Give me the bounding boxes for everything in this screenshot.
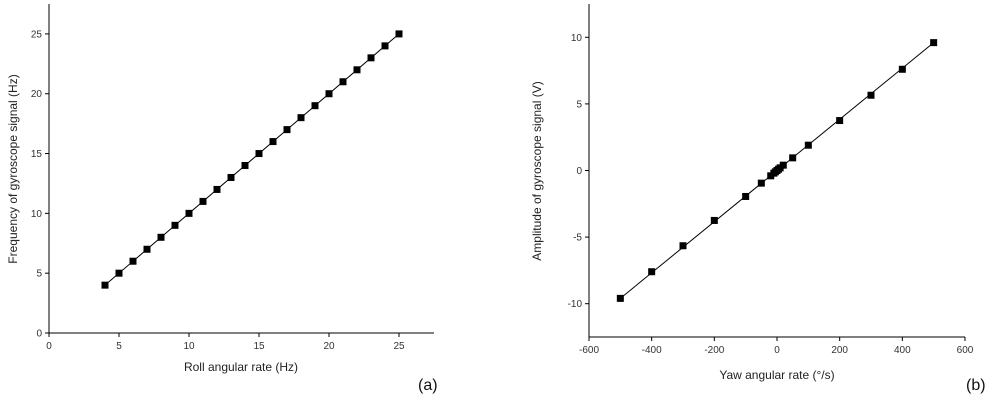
panel-a-y-axis-label: Frequency of gyroscope signal (Hz)	[6, 74, 20, 263]
data-point	[185, 209, 193, 217]
fit-line	[104, 33, 400, 286]
data-point	[129, 257, 137, 265]
panel-a: 0 5 10 15 20 25 0 5 10 15 20 25 Roll angular rate …	[6, 4, 438, 394]
data-point	[779, 161, 787, 169]
data-point	[325, 90, 333, 98]
y-tick-label: 20	[31, 89, 43, 100]
x-tick-label: 200	[831, 345, 848, 356]
data-point	[199, 197, 207, 205]
y-tick-label: 15	[31, 149, 43, 160]
data-point	[157, 233, 165, 241]
data-point	[227, 173, 235, 181]
panel-b: -600 -400 -200 0 200 400 600 -10 -5 0 5 10 Yaw ang…	[530, 4, 986, 394]
data-point	[381, 42, 389, 50]
panel-b-points	[616, 39, 938, 302]
data-point	[241, 162, 249, 170]
data-point	[255, 150, 263, 158]
panel-b-y-ticks: -10 -5 0 5 10	[568, 33, 589, 310]
data-point	[171, 221, 179, 229]
data-point	[143, 245, 151, 253]
x-tick-label: 10	[183, 341, 195, 352]
panel-b-x-axis-label: Yaw angular rate (°/s)	[719, 368, 834, 382]
data-point	[269, 138, 277, 146]
y-tick-label: 5	[36, 269, 42, 280]
data-point	[648, 268, 656, 276]
data-point	[804, 141, 812, 149]
y-tick-label: 10	[31, 209, 43, 220]
data-point	[679, 242, 687, 250]
x-tick-label: 20	[323, 341, 335, 352]
x-tick-label: 400	[894, 345, 911, 356]
x-tick-label: 600	[957, 345, 974, 356]
data-point	[283, 126, 291, 134]
x-tick-label: -600	[579, 345, 599, 356]
data-point	[789, 154, 797, 162]
data-point	[297, 114, 305, 122]
panel-a-points	[101, 30, 403, 289]
y-tick-label: 0	[36, 329, 42, 340]
panel-a-x-ticks: 0 5 10 15 20 25	[46, 333, 405, 352]
y-tick-label: 5	[576, 99, 582, 110]
x-tick-label: 0	[774, 345, 780, 356]
y-tick-label: 10	[571, 33, 583, 44]
data-point	[213, 185, 221, 193]
data-point	[339, 78, 347, 86]
data-point	[898, 65, 906, 73]
x-tick-label: 25	[393, 341, 405, 352]
data-point	[115, 269, 123, 277]
x-tick-label: -400	[642, 345, 662, 356]
x-tick-label: 15	[253, 341, 265, 352]
panel-a-label: (a)	[418, 377, 438, 394]
y-tick-label: 0	[576, 166, 582, 177]
x-tick-label: 5	[116, 341, 122, 352]
data-point	[930, 39, 938, 47]
data-point	[742, 192, 750, 200]
y-tick-label: -5	[573, 233, 582, 244]
data-point	[311, 102, 319, 110]
data-point	[836, 117, 844, 125]
x-tick-label: 0	[46, 341, 52, 352]
panel-b-y-axis-label: Amplitude of gyroscope signal (V)	[530, 81, 544, 260]
y-tick-label: -10	[568, 299, 583, 310]
data-point	[757, 179, 765, 187]
data-point	[710, 216, 718, 224]
data-point	[101, 281, 109, 289]
panel-b-label: (b)	[966, 377, 986, 394]
y-tick-label: 25	[31, 29, 43, 40]
panel-b-x-ticks: -600 -400 -200 0 200 400 600	[579, 337, 974, 356]
panel-a-y-ticks: 0 5 10 15 20 25	[31, 29, 49, 340]
x-tick-label: -200	[704, 345, 724, 356]
data-point	[867, 91, 875, 99]
data-point	[616, 294, 624, 302]
data-point	[353, 66, 361, 74]
panel-a-x-axis-label: Roll angular rate (Hz)	[184, 360, 298, 374]
data-point	[395, 30, 403, 38]
panel-a-fit-line-group	[104, 33, 400, 286]
data-point	[367, 54, 375, 62]
